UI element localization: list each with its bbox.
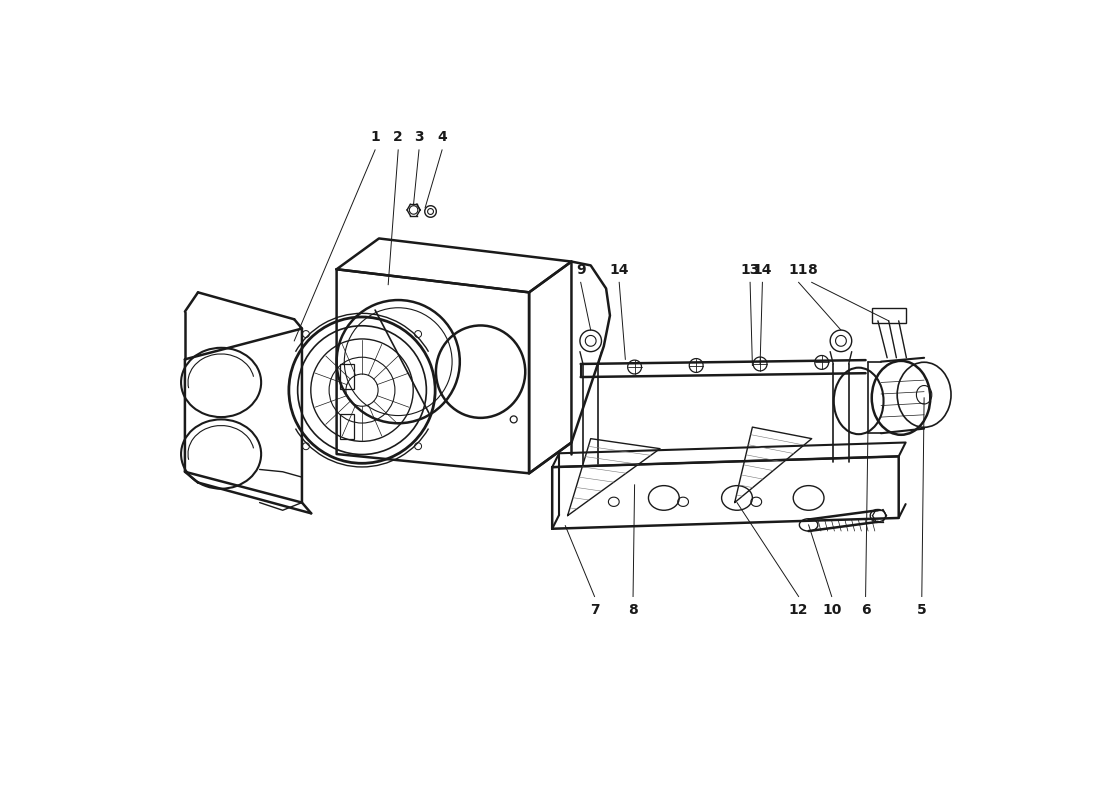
Text: 4: 4: [437, 130, 447, 144]
Text: 9: 9: [576, 263, 585, 277]
Text: 14: 14: [752, 263, 772, 277]
Text: 11: 11: [789, 263, 808, 277]
Text: 7: 7: [590, 602, 600, 617]
Text: 1: 1: [371, 130, 380, 144]
Text: 13: 13: [740, 263, 760, 277]
Bar: [341, 364, 354, 389]
Text: 2: 2: [394, 130, 403, 144]
Text: 8: 8: [628, 602, 638, 617]
Text: 6: 6: [861, 602, 870, 617]
Text: 12: 12: [789, 602, 808, 617]
Bar: [871, 308, 906, 323]
Text: 8: 8: [806, 263, 816, 277]
Text: 10: 10: [822, 602, 842, 617]
Bar: [341, 414, 354, 438]
Text: 14: 14: [609, 263, 629, 277]
Text: 5: 5: [917, 602, 926, 617]
Text: 3: 3: [415, 130, 424, 144]
